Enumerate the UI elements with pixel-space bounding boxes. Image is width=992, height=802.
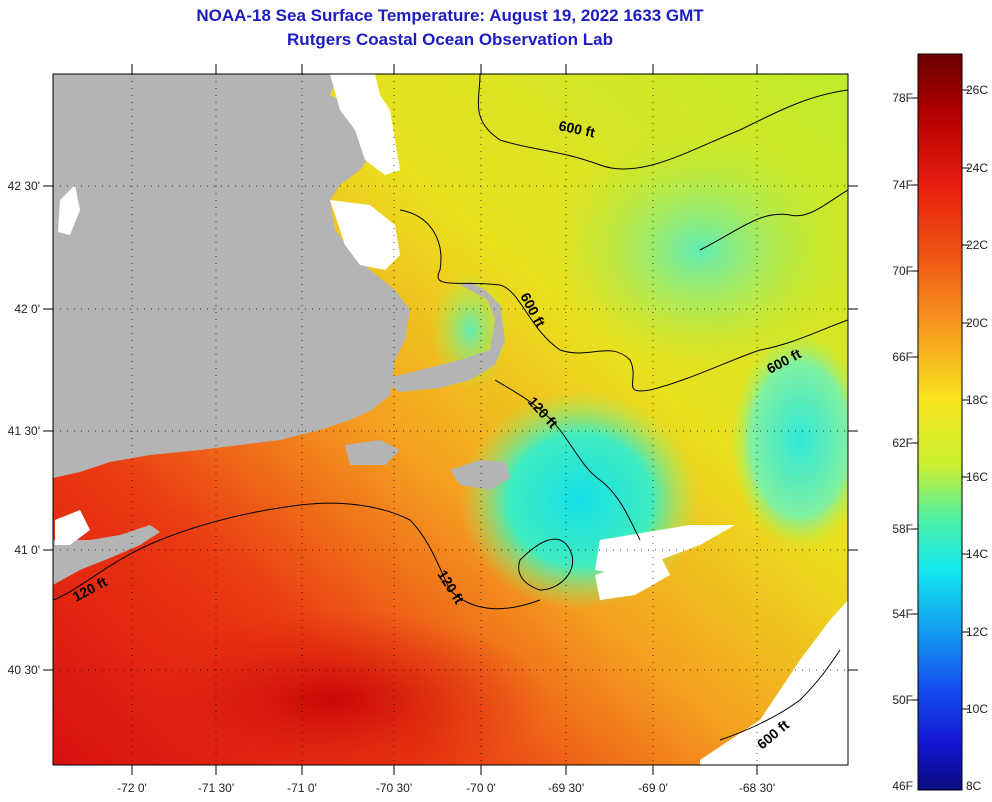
map-frame bbox=[52, 73, 849, 766]
colorbar-label-22c: 22C bbox=[966, 238, 988, 252]
map-title: NOAA-18 Sea Surface Temperature: August … bbox=[196, 6, 704, 25]
cloud-mask-coast bbox=[330, 200, 400, 270]
lon-label-69-30: -69 30' bbox=[548, 781, 584, 795]
colorbar-label-50f: 50F bbox=[892, 693, 913, 707]
cloud-mask-georges-a bbox=[595, 525, 735, 575]
colorbar-label-62f: 62F bbox=[892, 436, 913, 450]
contour-120ft-georges bbox=[494, 379, 641, 541]
contour-600ft-north bbox=[477, 74, 848, 170]
colorbar-label-46f: 46F bbox=[892, 779, 913, 793]
contour-600ft-east bbox=[699, 189, 848, 251]
contour-600ft-southeast bbox=[719, 649, 841, 741]
contour-120ft-south bbox=[53, 502, 541, 610]
lat-label-42: 42 0' bbox=[14, 302, 40, 316]
contour-georges-shoal bbox=[518, 538, 574, 591]
cloud-mask-inland bbox=[58, 185, 80, 235]
map-subtitle: Rutgers Coastal Ocean Observation Lab bbox=[287, 30, 613, 49]
colorbar-label-24c: 24C bbox=[966, 161, 988, 175]
colorbar-label-14c: 14C bbox=[966, 547, 988, 561]
lon-label-72: -72 0' bbox=[117, 781, 147, 795]
cloud-mask-west bbox=[55, 510, 90, 545]
cloud-mask-southeast bbox=[700, 600, 848, 765]
colorbar-label-18c: 18C bbox=[966, 393, 988, 407]
colorbar-label-78f: 78F bbox=[892, 91, 913, 105]
colorbar-label-26c: 26C bbox=[966, 83, 988, 97]
colorbar-label-70f: 70F bbox=[892, 264, 913, 278]
lat-label-40-30: 40 30' bbox=[8, 663, 40, 677]
colorbar-label-58f: 58F bbox=[892, 522, 913, 536]
contour-600ft-middle bbox=[399, 209, 848, 392]
cool-water-patch-north bbox=[550, 130, 848, 370]
lon-label-70: -70 0' bbox=[466, 781, 496, 795]
colorbar-label-20c: 20C bbox=[966, 316, 988, 330]
land-cape-cod bbox=[380, 282, 505, 392]
colorbar-ticks bbox=[911, 89, 969, 710]
land-nantucket bbox=[450, 460, 510, 490]
lat-label-41-30: 41 30' bbox=[8, 424, 40, 438]
colorbar-label-16c: 16C bbox=[966, 470, 988, 484]
lon-label-68-30: -68 30' bbox=[739, 781, 775, 795]
land-marthas-vineyard bbox=[345, 440, 400, 465]
map-ticks bbox=[43, 64, 858, 775]
warm-water-patch-south bbox=[110, 610, 550, 765]
colorbar-label-66f: 66F bbox=[892, 350, 913, 364]
lat-label-41: 41 0' bbox=[14, 543, 40, 557]
lon-label-71-30: -71 30' bbox=[198, 781, 234, 795]
contour-label-600ft-1: 600 ft bbox=[557, 117, 596, 140]
lat-label-42-30: 42 30' bbox=[8, 179, 40, 193]
colorbar-label-12c: 12C bbox=[966, 625, 988, 639]
land-long-island bbox=[53, 525, 160, 585]
cloud-mask-georges-b bbox=[595, 555, 670, 600]
lon-label-69: -69 0' bbox=[638, 781, 668, 795]
cool-water-patch-east bbox=[730, 330, 848, 550]
colorbar-label-74f: 74F bbox=[892, 178, 913, 192]
colorbar-label-54f: 54F bbox=[892, 607, 913, 621]
lon-label-71: -71 0' bbox=[287, 781, 317, 795]
lon-label-70-30: -70 30' bbox=[376, 781, 412, 795]
colorbar-label-10c: 10C bbox=[966, 702, 988, 716]
colorbar bbox=[917, 53, 963, 791]
land-new-england bbox=[53, 74, 410, 478]
cloud-mask-north bbox=[330, 74, 400, 175]
colorbar-label-8c: 8C bbox=[966, 779, 982, 793]
